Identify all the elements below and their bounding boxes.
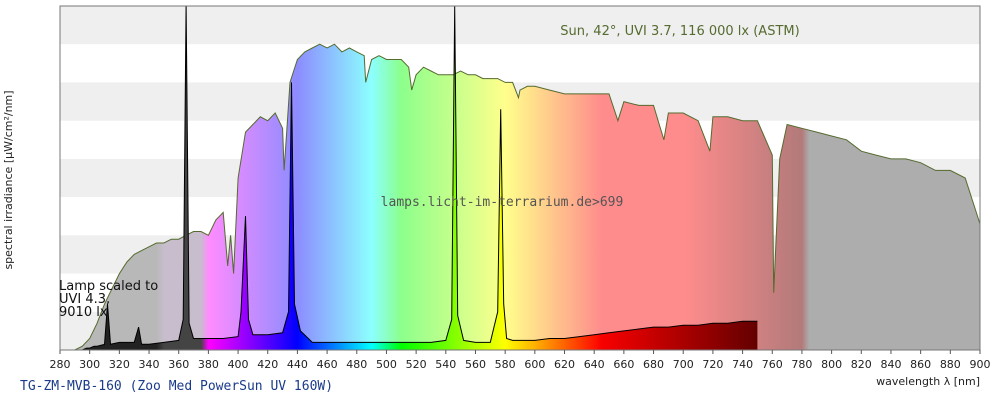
x-tick-label: 620: [554, 358, 575, 371]
x-tick-label: 640: [584, 358, 605, 371]
lamp-spectrum-line: [60, 6, 758, 350]
lamp-scale-line-1: Lamp scaled to: [59, 279, 158, 294]
plot-frame: [59, 5, 981, 351]
x-tick-label: 660: [613, 358, 634, 371]
lamp-scale-line-2: UVI 4.3,: [59, 292, 110, 307]
watermark: lamps.licht-im-terrarium.de>699: [381, 195, 624, 210]
y-axis-label: spectral irradiance [µW/cm²/nm]: [2, 90, 15, 269]
x-tick-label: 360: [168, 358, 189, 371]
x-tick-label: 580: [495, 358, 516, 371]
x-tick-label: 760: [762, 358, 783, 371]
x-tick-label: 860: [910, 358, 931, 371]
x-tick-label: 400: [228, 358, 249, 371]
x-tick-label: 780: [791, 358, 812, 371]
x-tick-label: 440: [287, 358, 308, 371]
x-axis-ticks: 280 300 320 340 360 380 400 420 440 460 480 500 520 5…: [50, 350, 991, 371]
lamp-scale-line-3: 9010 lx: [59, 305, 108, 320]
x-tick-label: 280: [50, 358, 71, 371]
sun-spectrum-line: [74, 43, 980, 350]
sun-spectrum-area: [74, 44, 980, 350]
x-tick-label: 320: [109, 358, 130, 371]
x-tick-label: 340: [139, 358, 160, 371]
x-tick-label: 540: [435, 358, 456, 371]
x-tick-label: 380: [198, 358, 219, 371]
x-tick-label: 820: [851, 358, 872, 371]
x-tick-label: 480: [346, 358, 367, 371]
grid-band: [60, 6, 980, 45]
x-tick-label: 700: [673, 358, 694, 371]
x-tick-label: 500: [376, 358, 397, 371]
chart-title: TG-ZM-MVB-160 (Zoo Med PowerSun UV 160W): [20, 379, 333, 394]
sun-annotation: Sun, 42°, UVI 3.7, 116 000 lx (ASTM): [560, 24, 799, 39]
x-tick-label: 300: [79, 358, 100, 371]
x-tick-label: 420: [257, 358, 278, 371]
x-axis-label: wavelength λ [nm]: [876, 375, 980, 388]
x-tick-label: 880: [940, 358, 961, 371]
x-tick-label: 560: [465, 358, 486, 371]
x-tick-label: 680: [643, 358, 664, 371]
x-tick-label: 460: [317, 358, 338, 371]
x-tick-label: 720: [702, 358, 723, 371]
x-tick-label: 900: [970, 358, 991, 371]
x-tick-label: 600: [524, 358, 545, 371]
x-tick-label: 740: [732, 358, 753, 371]
x-tick-label: 800: [821, 358, 842, 371]
x-tick-label: 840: [880, 358, 901, 371]
x-tick-label: 520: [406, 358, 427, 371]
